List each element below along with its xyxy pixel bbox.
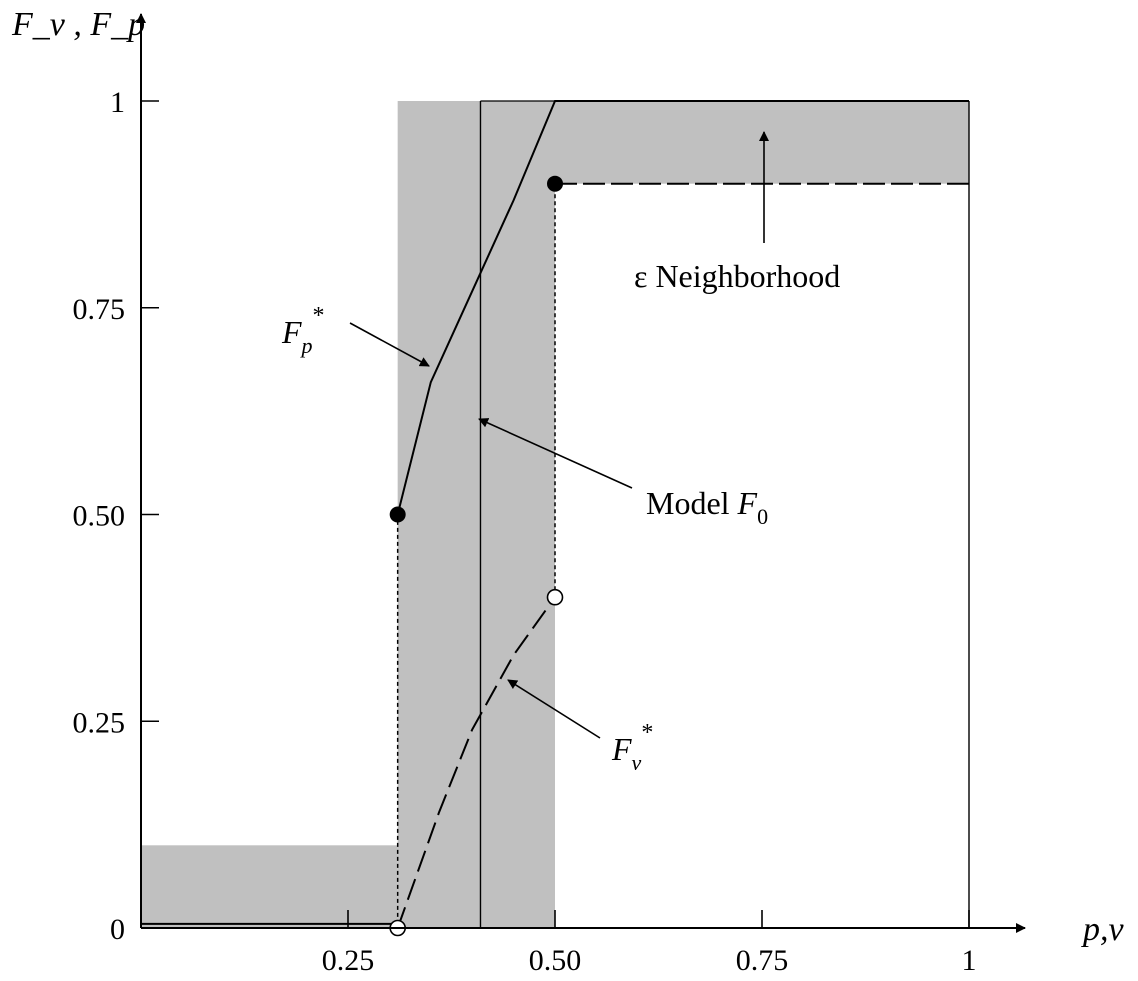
- series-group: [141, 100, 969, 937]
- y-tick-label-0: 0: [110, 913, 125, 946]
- fv-star-open-point: [546, 588, 564, 606]
- fp-star-label: Fp*: [281, 303, 325, 358]
- epsilon-band-2: [555, 101, 969, 184]
- y-tick-label-3: 0.75: [73, 293, 126, 326]
- epsilon-band-0: [141, 845, 398, 928]
- ticks-group: 0.25 0.50 0.75 1 0 0.25 0.50 0.75 1: [73, 86, 977, 977]
- model-f0-arrow: [478, 418, 633, 489]
- epsilon-neighborhood-bands: [141, 101, 969, 928]
- x-tick-label-3: 1: [962, 944, 977, 977]
- fv-star-arrow: [507, 679, 601, 739]
- y-tick-label-2: 0.50: [73, 500, 126, 533]
- fv-star-label: Fv*: [611, 720, 653, 775]
- fv-star-curve: [396, 596, 556, 929]
- epsilon-band-1: [397, 101, 555, 928]
- x-tick-label-2: 0.75: [736, 944, 789, 977]
- fp-star-arrow: [349, 322, 430, 367]
- fp-star-curve: [396, 100, 969, 515]
- fp-star-filled-point: [389, 506, 406, 523]
- model-f0-label: Model F0: [646, 485, 768, 529]
- epsilon-neighborhood-label: ε Neighborhood: [634, 258, 840, 294]
- y-tick-label-4: 1: [110, 86, 125, 119]
- x-tick-label-1: 0.50: [529, 944, 582, 977]
- y-axis-title: F_v , F_p: [11, 6, 145, 43]
- y-tick-label-1: 0.25: [73, 706, 126, 739]
- fv-star-filled-point: [547, 175, 563, 192]
- x-axis-title: p,v: [1081, 911, 1125, 948]
- x-tick-label-0: 0.25: [322, 944, 375, 977]
- axes-group: [136, 13, 1026, 933]
